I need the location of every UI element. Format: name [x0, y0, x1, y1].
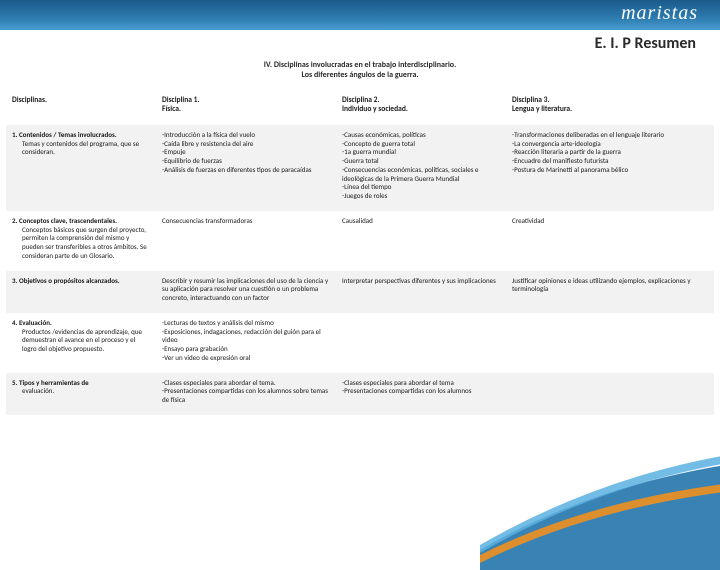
corner-swoosh-decoration [480, 450, 720, 570]
th-line: Individuo y sociedad. [342, 105, 408, 114]
table-cell: -Clases especiales para abordar el tema.… [156, 373, 336, 415]
table-row: 1. Contenidos / Temas involucrados.Temas… [6, 125, 714, 211]
col-header-d3: Disciplina 3. Lengua y literatura. [506, 90, 714, 125]
col-header-d2: Disciplina 2. Individuo y sociedad. [336, 90, 506, 125]
row-label-main: 1. Contenidos / Temas involucrados. [12, 130, 117, 139]
table-cell [336, 313, 506, 373]
subtitle-line-1: IV. Disciplinas involucradas en el traba… [264, 60, 456, 70]
row-label-main: 2. Conceptos clave, trascendentales. [12, 216, 117, 225]
table-cell: Justificar opiniones e ideas utilizando … [506, 271, 714, 313]
row-label-sub: Temas y contenidos del programa, que se … [12, 140, 150, 158]
th-line: Disciplina 3. [512, 96, 549, 105]
logo-text: maristas [621, 2, 698, 25]
table-cell: Creatividad [506, 211, 714, 271]
table-cell [506, 313, 714, 373]
row-label-sub: Conceptos básicos que surgen del proyect… [12, 226, 150, 261]
table-cell: -Introducción a la física del vuelo -Caí… [156, 125, 336, 211]
table-row: 2. Conceptos clave, trascendentales.Conc… [6, 211, 714, 271]
th-line: Disciplina 2. [342, 96, 379, 105]
table-row: 4. Evaluación.Productos /evidencias de a… [6, 313, 714, 373]
table-cell: -Causas económicas, políticas -Concepto … [336, 125, 506, 211]
th-line: Lengua y literatura. [512, 105, 572, 114]
table-row: 3. Objetivos o propósitos alcanzados. Des… [6, 271, 714, 313]
page-subtitle: IV. Disciplinas involucradas en el traba… [0, 60, 720, 81]
header-bar: maristas [0, 0, 720, 30]
row-label-sub: Productos /evidencias de aprendizaje, qu… [12, 328, 150, 354]
row-header-cell: 4. Evaluación.Productos /evidencias de a… [6, 313, 156, 373]
table-row: 5. Tipos y herramientas deevaluación.-Cl… [6, 373, 714, 415]
row-label-main: 4. Evaluación. [12, 318, 52, 327]
row-header-cell: 5. Tipos y herramientas deevaluación. [6, 373, 156, 415]
table-cell: Describir y resumir las implicaciones de… [156, 271, 336, 313]
table-cell: Consecuencias transformadoras [156, 211, 336, 271]
th-text: Disciplinas. [12, 96, 47, 105]
table-cell: -Clases especiales para abordar el tema … [336, 373, 506, 415]
th-line: Física. [162, 105, 181, 114]
row-label-main: 3. Objetivos o propósitos alcanzados. [12, 276, 120, 285]
table-cell: Interpretar perspectivas diferentes y su… [336, 271, 506, 313]
row-header-cell: 1. Contenidos / Temas involucrados.Temas… [6, 125, 156, 211]
table-cell: Causalidad [336, 211, 506, 271]
table-cell: -Transformaciones deliberadas en el leng… [506, 125, 714, 211]
table-cell [506, 373, 714, 415]
page-title: E. I. P Resumen [595, 34, 696, 53]
table-body: 1. Contenidos / Temas involucrados.Temas… [6, 125, 714, 415]
subtitle-line-2: Los diferentes ángulos de la guerra. [301, 70, 418, 80]
disciplines-table: Disciplinas. Disciplina 1. Física. Disci… [6, 90, 714, 415]
row-header-cell: 2. Conceptos clave, trascendentales.Conc… [6, 211, 156, 271]
row-label-sub: evaluación. [12, 387, 150, 396]
table-cell: -Lecturas de textos y análisis del mismo… [156, 313, 336, 373]
col-header-d1: Disciplina 1. Física. [156, 90, 336, 125]
row-label-main: 5. Tipos y herramientas de [12, 378, 89, 387]
col-header-disciplinas: Disciplinas. [6, 90, 156, 125]
th-line: Disciplina 1. [162, 96, 199, 105]
table-header-row: Disciplinas. Disciplina 1. Física. Disci… [6, 90, 714, 125]
row-header-cell: 3. Objetivos o propósitos alcanzados. [6, 271, 156, 313]
